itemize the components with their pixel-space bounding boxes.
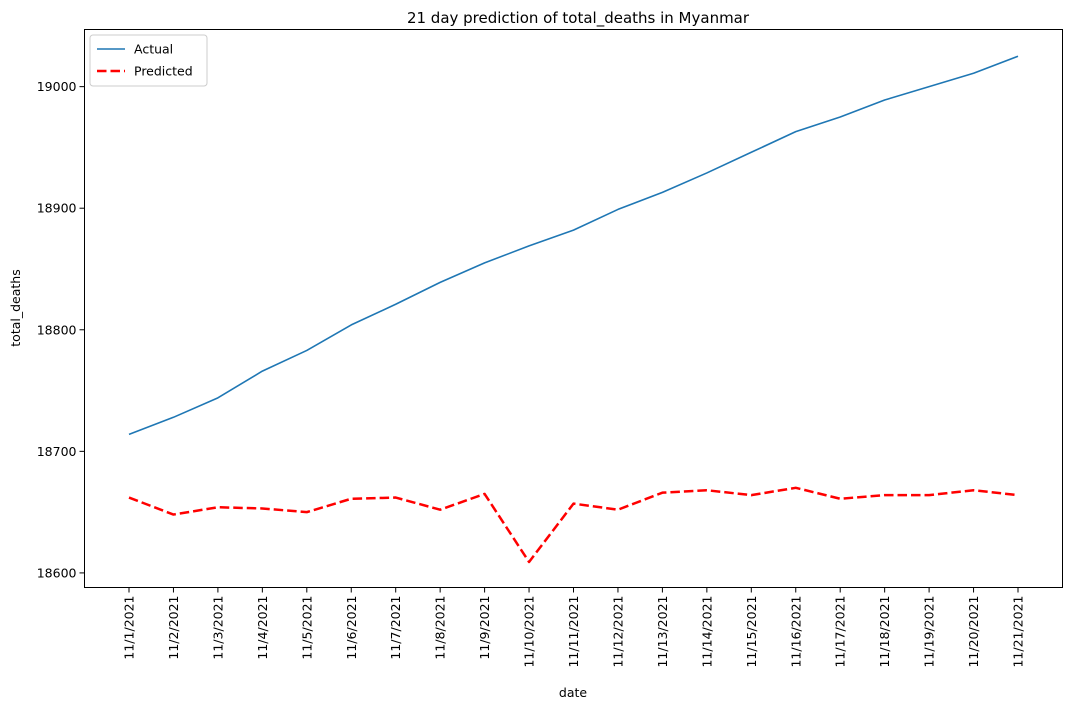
x-tick-label: 11/18/2021 [877,596,892,668]
legend: Actual Predicted [89,34,208,87]
x-tick-label: 11/9/2021 [477,596,492,660]
chart-title: 21 day prediction of total_deaths in Mya… [407,9,750,28]
y-tick-label: 18700 [37,444,77,459]
x-tick-label: 11/20/2021 [966,596,981,668]
x-tick-label: 11/3/2021 [210,596,225,660]
series-lines [128,55,1019,564]
x-tick-label: 11/11/2021 [566,596,581,668]
y-tick-label: 19000 [37,79,77,94]
y-axis: 18600 18700 18800 18900 19000 [37,79,85,580]
x-tick-label: 11/8/2021 [433,596,448,660]
x-tick-label: 11/7/2021 [388,596,403,660]
y-tick-label: 18800 [37,322,77,337]
legend-label-predicted: Predicted [134,64,193,79]
y-tick-label: 18900 [37,201,77,216]
x-tick-label: 11/12/2021 [610,596,625,668]
x-tick-label: 11/2/2021 [166,596,181,660]
series-line-actual [128,55,1019,436]
x-tick-label: 11/17/2021 [833,596,848,668]
x-axis-label: date [559,685,587,700]
legend-label-actual: Actual [134,42,173,57]
x-tick-label: 11/21/2021 [1011,596,1026,668]
x-tick-label: 11/1/2021 [122,596,137,660]
x-tick-label: 11/10/2021 [522,596,537,668]
x-tick-label: 11/6/2021 [344,596,359,660]
x-tick-label: 11/19/2021 [922,596,937,668]
x-tick-label: 11/14/2021 [699,596,714,668]
series-line-predicted [128,486,1019,564]
x-axis: 11/1/2021 11/2/2021 11/3/2021 11/4/2021 11/5… [122,587,1026,668]
y-tick-label: 18600 [37,565,77,580]
x-tick-label: 11/15/2021 [744,596,759,668]
x-tick-label: 11/5/2021 [299,596,314,660]
x-tick-label: 11/13/2021 [655,596,670,668]
x-tick-label: 11/16/2021 [788,596,803,668]
legend-box [89,34,208,87]
y-axis-label: total_deaths [8,269,23,346]
x-tick-label: 11/4/2021 [255,596,270,660]
